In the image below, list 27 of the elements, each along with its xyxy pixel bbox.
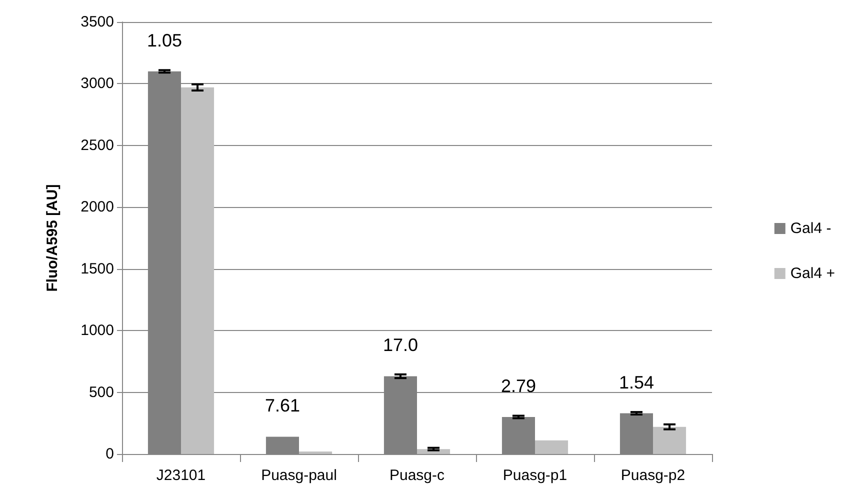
bar bbox=[502, 416, 535, 454]
y-tick-label: 0 bbox=[106, 446, 114, 462]
annotation: 7.61 bbox=[264, 396, 300, 416]
x-tick-label: Puasg-c bbox=[389, 467, 446, 484]
bar bbox=[620, 413, 653, 454]
annotation: 17.0 bbox=[382, 335, 418, 356]
bar bbox=[535, 440, 568, 454]
y-tick-label: 2000 bbox=[80, 198, 114, 216]
x-tick-label: Puasg-p2 bbox=[620, 467, 686, 484]
y-tick-label: 500 bbox=[88, 384, 114, 401]
legend-label: Gal4 + bbox=[790, 265, 836, 282]
x-tick-label: Puasg-p1 bbox=[502, 467, 568, 484]
y-tick-label: 1000 bbox=[80, 322, 114, 340]
x-tick-label: J23101 bbox=[156, 467, 206, 484]
legend-label: Gal4 - bbox=[790, 220, 832, 237]
y-tick-label: 3000 bbox=[80, 75, 114, 92]
bar bbox=[181, 87, 214, 454]
y-tick-label: 3500 bbox=[80, 14, 114, 30]
x-tick-label: Puasg-paul bbox=[261, 467, 337, 484]
y-tick-label: 1500 bbox=[80, 260, 114, 278]
y-axis-title: Fluo/A595 [AU] bbox=[44, 184, 61, 292]
annotation: 1.05 bbox=[146, 30, 182, 50]
annotation: 2.79 bbox=[500, 376, 536, 396]
y-tick-label: 2500 bbox=[80, 136, 114, 154]
bar bbox=[266, 436, 299, 454]
bar bbox=[653, 426, 686, 454]
annotation: 1.54 bbox=[618, 372, 654, 392]
